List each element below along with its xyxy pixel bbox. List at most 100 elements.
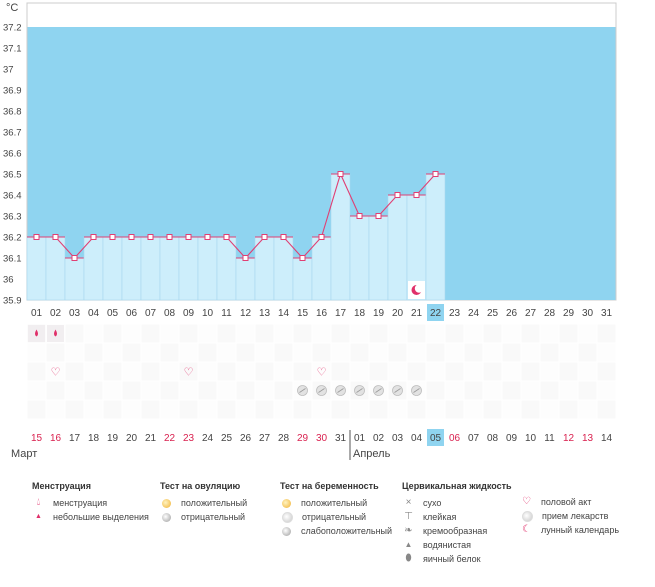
marker-cell [597, 362, 616, 381]
marker-cell [46, 381, 65, 400]
marker-cell [540, 381, 559, 400]
temperature-bar [254, 236, 275, 301]
temperature-point [33, 234, 40, 240]
marker-cell [464, 381, 483, 400]
temperature-bar [273, 236, 294, 301]
marker-cell [179, 362, 198, 381]
marker-cell [103, 381, 122, 400]
calendar-date-label: 07 [468, 433, 480, 444]
temperature-point [71, 255, 78, 261]
drop-small-icon [35, 329, 38, 337]
cycle-day-label: 27 [525, 308, 537, 319]
legend-item: ☾ лунный календарь [520, 523, 619, 537]
creamy-icon: ❧ [404, 525, 413, 536]
marker-cell [160, 362, 179, 381]
cycle-day-label: 09 [183, 308, 195, 319]
legend-item: прием лекарств [520, 509, 619, 523]
marker-cell [27, 343, 46, 362]
legend-label: кремообразная [423, 526, 488, 536]
marker-cell [141, 381, 160, 400]
marker-cell [521, 324, 540, 343]
temperature-bar [235, 257, 256, 301]
marker-cell [236, 324, 255, 343]
pill-icon-line [299, 388, 306, 393]
calendar-date-label: 28 [278, 433, 290, 444]
marker-cell [65, 343, 84, 362]
temperature-bar [83, 236, 104, 301]
marker-cell [217, 362, 236, 381]
marker-cell [559, 381, 578, 400]
marker-cell [445, 362, 464, 381]
calendar-date-label: 27 [259, 433, 271, 444]
marker-cell [502, 362, 521, 381]
marker-cell [483, 324, 502, 343]
marker-cell [65, 400, 84, 419]
marker-cell [426, 400, 445, 419]
marker-cell [502, 400, 521, 419]
marker-cell [217, 343, 236, 362]
cycle-day-label: 25 [487, 308, 499, 319]
cycle-day-label: 21 [411, 308, 423, 319]
pregnancy-negative-icon [282, 511, 293, 523]
marker-cell [540, 343, 559, 362]
marker-cell [293, 400, 312, 419]
marker-cell [350, 400, 369, 419]
cycle-day-label: 26 [506, 308, 518, 319]
marker-cell [198, 343, 217, 362]
calendar-date-label: 24 [202, 433, 214, 444]
x-axis-cycle-days: 01 02 03 04 05 06 07 08 09 10 11 12 13 14 15 16 17 18 19 20… [31, 304, 612, 321]
calendar-date-label: 08 [487, 433, 499, 444]
temperature-bar [178, 236, 199, 301]
marker-cell [350, 343, 369, 362]
pill-icon-line [375, 388, 382, 393]
marker-cell [236, 381, 255, 400]
marker-cell [198, 381, 217, 400]
marker-cell [65, 324, 84, 343]
marker-cell [331, 343, 350, 362]
marker-cell [160, 381, 179, 400]
marker-cell [217, 381, 236, 400]
temperature-bar [64, 257, 85, 301]
marker-cell [103, 400, 122, 419]
cycle-day-label: 29 [563, 308, 575, 319]
marker-cell [236, 362, 255, 381]
y-tick-label: 36.9 [3, 86, 22, 97]
legend-label: сухо [423, 498, 442, 508]
legend-label: небольшие выделения [53, 512, 149, 522]
legend-label: слабоположительный [301, 526, 393, 536]
marker-cell [312, 324, 331, 343]
calendar-date-label: 23 [183, 433, 195, 444]
marker-cell [198, 362, 217, 381]
marker-cell [255, 400, 274, 419]
cycle-day-label: 12 [240, 308, 252, 319]
marker-cell [217, 400, 236, 419]
pill-icon-line [413, 388, 420, 393]
legend-label: лунный календарь [541, 525, 620, 535]
pregnancy-positive-icon [282, 498, 291, 508]
calendar-date-label: 22 [164, 433, 176, 444]
marker-cell [312, 400, 331, 419]
marker-cell [179, 381, 198, 400]
calendar-date-label: 19 [107, 433, 119, 444]
cycle-day-label: 03 [69, 308, 81, 319]
legend-item: × сухо [402, 496, 512, 510]
cycle-day-label: 10 [202, 308, 214, 319]
marker-cell [445, 324, 464, 343]
marker-cell [407, 324, 426, 343]
marker-cell [559, 343, 578, 362]
marker-cell [160, 343, 179, 362]
temperature-bar [140, 236, 161, 301]
legend-menstruation-title: Менструация [32, 481, 91, 491]
legend-ovulation-test: Тест на овуляцию положительный отрицател… [160, 481, 247, 524]
cycle-day-label: 24 [468, 308, 480, 319]
marker-cell [179, 343, 198, 362]
cycle-day-label: 08 [164, 308, 176, 319]
y-tick-label: 36.5 [3, 170, 22, 181]
ovulation-positive-icon [162, 498, 171, 508]
y-tick-label: 36.6 [3, 149, 22, 160]
calendar-date-label: 30 [316, 433, 328, 444]
temperature-bar [425, 173, 446, 301]
marker-cell [521, 400, 540, 419]
cycle-day-label: 05 [107, 308, 119, 319]
calendar-date-label: 11 [544, 433, 555, 444]
